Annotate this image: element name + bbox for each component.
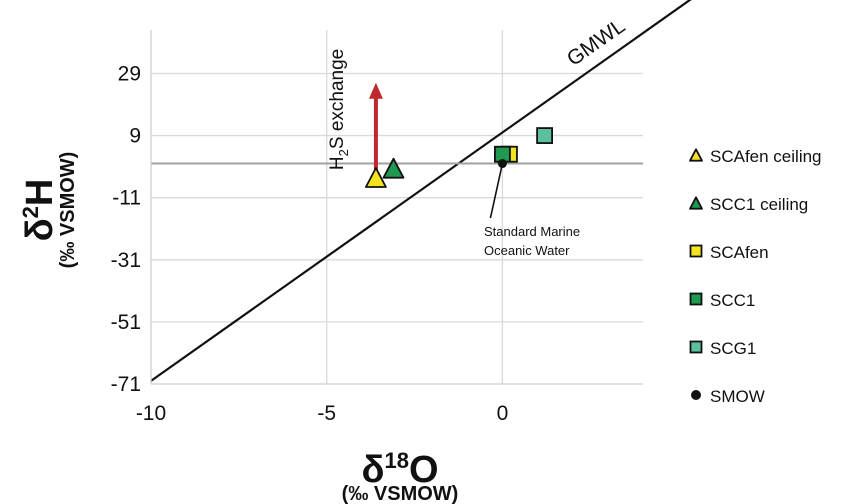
legend-item-scafen: SCAfen xyxy=(689,243,769,262)
legend-label-scc1: SCC1 xyxy=(710,291,755,310)
legend-item-scc1-ceiling: SCC1 ceiling xyxy=(689,195,808,214)
legend-item-smow: SMOW xyxy=(691,387,765,406)
legend-swatch-scc1 xyxy=(689,292,703,306)
h2s-label-group: H2S exchange xyxy=(327,49,351,170)
h2s-label-main: H xyxy=(327,156,348,170)
legend-swatch-scafen-ceiling xyxy=(689,148,703,162)
smow-label-line2: Oceanic Water xyxy=(484,243,570,258)
legend: SCAfen ceiling SCC1 ceiling SCAfen SCC1 SCG1… xyxy=(689,147,822,406)
y-axis-unit: (‰ VSMOW) xyxy=(57,152,79,269)
h2s-arrow-head xyxy=(368,82,383,99)
legend-swatch-scg1 xyxy=(689,340,703,354)
marker-scafen-ceiling xyxy=(365,167,387,188)
h2s-label-rest: S exchange xyxy=(327,49,348,149)
gmwl-line xyxy=(150,0,692,382)
svg-text:δ18O: δ18O xyxy=(361,448,438,491)
smow-pointer-line xyxy=(489,163,504,219)
legend-label-scafen: SCAfen xyxy=(710,243,769,262)
axes: -71 -51 -31 -11 9 29 -10 -5 0 xyxy=(111,30,643,425)
x-tick-label: -5 xyxy=(317,402,336,425)
gmwl-label-group: GMWL xyxy=(563,14,630,70)
legend-label-smow: SMOW xyxy=(710,387,765,406)
legend-label-scafen-ceiling: SCAfen ceiling xyxy=(710,147,822,166)
marker-scg1 xyxy=(536,127,553,144)
y-axis-title-prefix: δ xyxy=(19,218,61,241)
h2s-label: H2S exchange xyxy=(327,49,351,170)
annotations: H2S exchange Standard Marine Oceanic Water xyxy=(327,49,580,258)
legend-swatch-smow xyxy=(691,390,701,400)
y-axis-title-sup: 2 xyxy=(18,206,43,218)
legend-swatch-scafen xyxy=(689,244,703,258)
grid xyxy=(151,30,643,384)
x-tick-label: -10 xyxy=(136,402,166,425)
y-tick-label: 9 xyxy=(129,125,141,148)
x-tick-label: 0 xyxy=(497,402,509,425)
gmwl-label: GMWL xyxy=(563,14,630,70)
legend-item-scafen-ceiling: SCAfen ceiling xyxy=(689,147,822,166)
y-axis-title: δ2H (‰ VSMOW) xyxy=(18,152,79,269)
data-markers xyxy=(365,127,553,188)
smow-label-line1: Standard Marine xyxy=(484,224,580,239)
x-axis-title-sup: 18 xyxy=(385,448,409,473)
y-axis-title-element: H xyxy=(19,179,61,206)
svg-text:δ2H: δ2H xyxy=(18,179,61,242)
x-axis-title-prefix: δ xyxy=(361,449,384,491)
marker-smow xyxy=(497,159,507,169)
y-tick-label: 29 xyxy=(118,62,141,85)
y-tick-label: -11 xyxy=(112,187,141,210)
legend-item-scg1: SCG1 xyxy=(689,339,756,358)
marker-scc1-ceiling xyxy=(382,157,405,179)
reference-lines: GMWL xyxy=(150,0,692,382)
h2s-label-sub: 2 xyxy=(336,149,351,156)
y-tick-label: -71 xyxy=(111,373,141,396)
y-tick-label: -51 xyxy=(111,311,141,334)
legend-swatch-scc1-ceiling xyxy=(689,196,703,210)
legend-label-scc1-ceiling: SCC1 ceiling xyxy=(710,195,808,214)
legend-label-scg1: SCG1 xyxy=(710,339,756,358)
x-axis-title-element: O xyxy=(409,449,439,491)
x-axis-unit: (‰ VSMOW) xyxy=(342,483,459,504)
legend-item-scc1: SCC1 xyxy=(689,291,755,310)
y-tick-label: -31 xyxy=(111,249,141,272)
x-axis-title: δ18O (‰ VSMOW) xyxy=(342,448,459,504)
